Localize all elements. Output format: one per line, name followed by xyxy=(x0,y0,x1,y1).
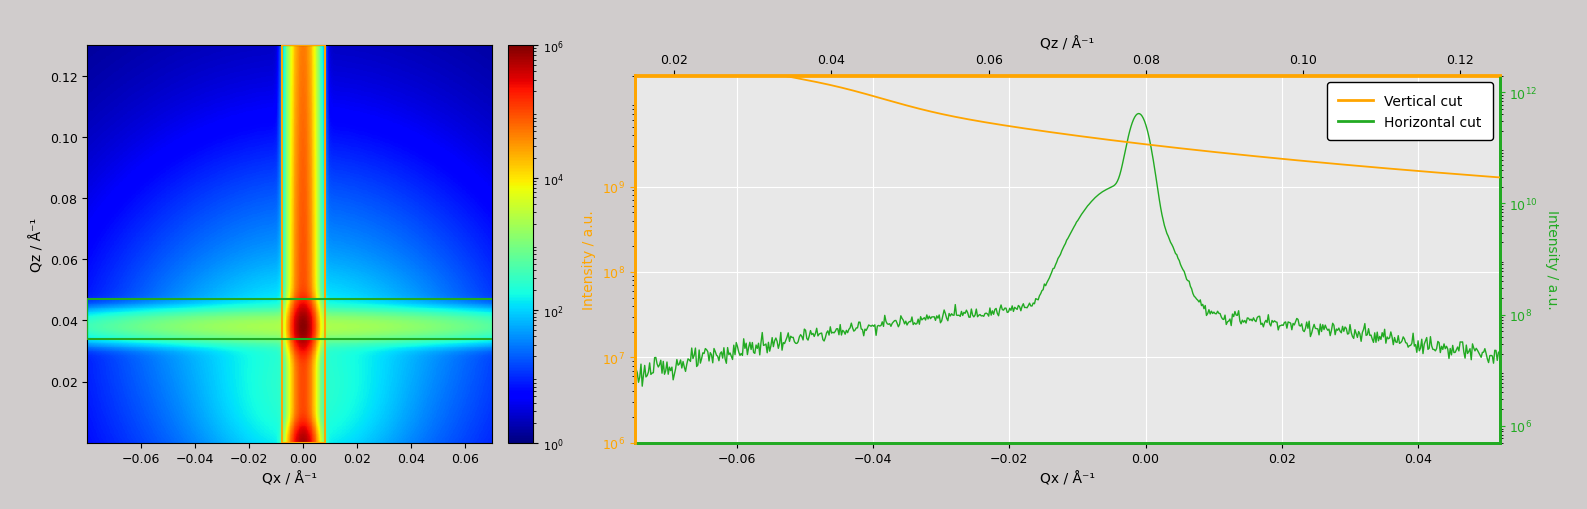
Y-axis label: Intensity / a.u.: Intensity / a.u. xyxy=(1544,210,1558,309)
X-axis label: Qx / Å⁻¹: Qx / Å⁻¹ xyxy=(1039,471,1095,486)
Bar xyxy=(281,46,325,443)
X-axis label: Qx / Å⁻¹: Qx / Å⁻¹ xyxy=(262,471,317,486)
Y-axis label: Intensity / a.u.: Intensity / a.u. xyxy=(582,210,597,309)
Bar xyxy=(87,299,1112,339)
Y-axis label: Qz / Å⁻¹: Qz / Å⁻¹ xyxy=(30,217,44,271)
Legend: Vertical cut, Horizontal cut: Vertical cut, Horizontal cut xyxy=(1327,83,1493,140)
X-axis label: Qz / Å⁻¹: Qz / Å⁻¹ xyxy=(1039,37,1095,51)
